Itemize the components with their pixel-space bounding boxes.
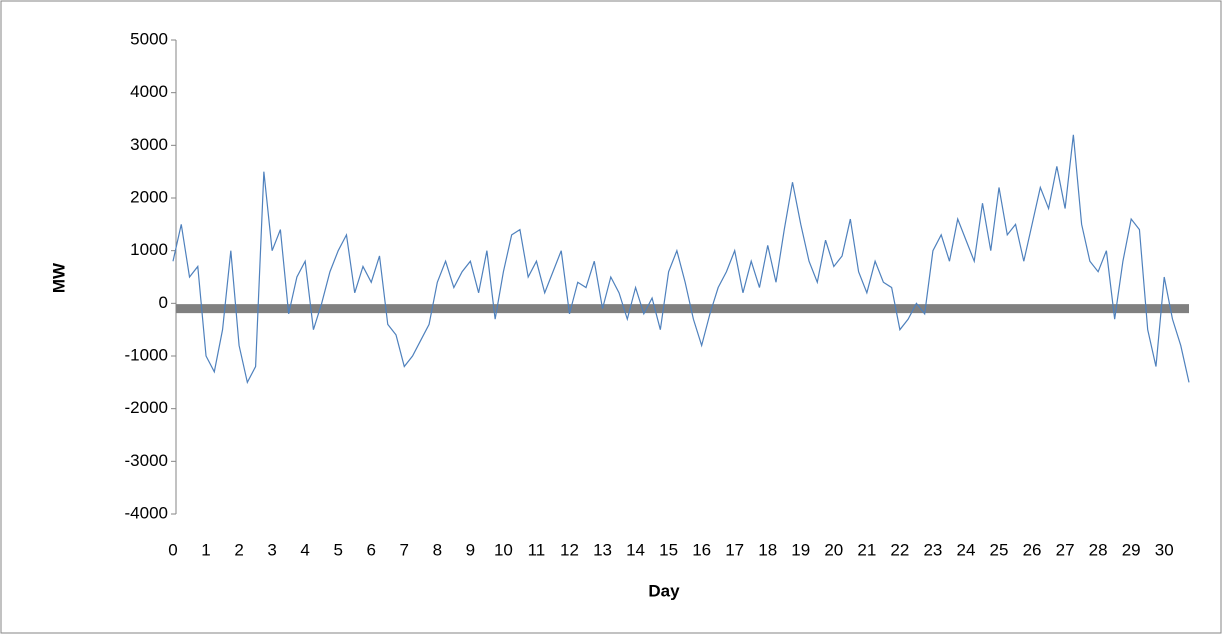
y-tick-label: 2000 [130, 187, 168, 206]
x-tick-label: 13 [593, 540, 612, 559]
x-tick-label: 29 [1122, 540, 1141, 559]
x-tick-label: 22 [890, 540, 909, 559]
x-tick-label: 6 [367, 540, 376, 559]
x-tick-label: 17 [725, 540, 744, 559]
x-tick-label: 19 [791, 540, 810, 559]
x-tick-label: 30 [1155, 540, 1174, 559]
x-tick-label: 16 [692, 540, 711, 559]
x-tick-label: 26 [1023, 540, 1042, 559]
y-tick-label: -3000 [125, 451, 168, 470]
y-tick-label: 4000 [130, 82, 168, 101]
x-tick-label: 15 [659, 540, 678, 559]
y-axis-title: MW [49, 262, 68, 293]
x-tick-label: 4 [300, 540, 309, 559]
x-axis-title: Day [648, 581, 680, 600]
x-tick-label: 25 [990, 540, 1009, 559]
data-line [172, 134, 1190, 385]
y-tick-label: 0 [159, 293, 168, 312]
x-tick-label: 23 [923, 540, 942, 559]
y-tick-label: -1000 [125, 345, 168, 364]
x-tick-label: 3 [267, 540, 276, 559]
x-tick-label: 12 [560, 540, 579, 559]
x-tick-label: 27 [1056, 540, 1075, 559]
x-tick-label: 21 [857, 540, 876, 559]
y-tick-label: 3000 [130, 135, 168, 154]
x-tick-label: 9 [466, 540, 475, 559]
y-tick-label: 1000 [130, 240, 168, 259]
x-tick-label: 5 [333, 540, 342, 559]
y-tick-label: -2000 [125, 398, 168, 417]
y-tick-label: -4000 [125, 503, 168, 522]
x-tick-label: 11 [528, 540, 546, 559]
x-tick-label: 28 [1089, 540, 1108, 559]
x-tick-label: 2 [234, 540, 243, 559]
x-tick-label: 10 [494, 540, 513, 559]
x-tick-label: 24 [957, 540, 976, 559]
x-tick-label: 8 [433, 540, 442, 559]
x-tick-label: 1 [201, 540, 210, 559]
x-tick-label: 7 [400, 540, 409, 559]
x-tick-label: 20 [824, 540, 843, 559]
x-tick-label: 0 [168, 540, 177, 559]
x-tick-label: 14 [626, 540, 645, 559]
y-tick-label: 5000 [130, 29, 168, 48]
x-tick-label: 18 [758, 540, 777, 559]
